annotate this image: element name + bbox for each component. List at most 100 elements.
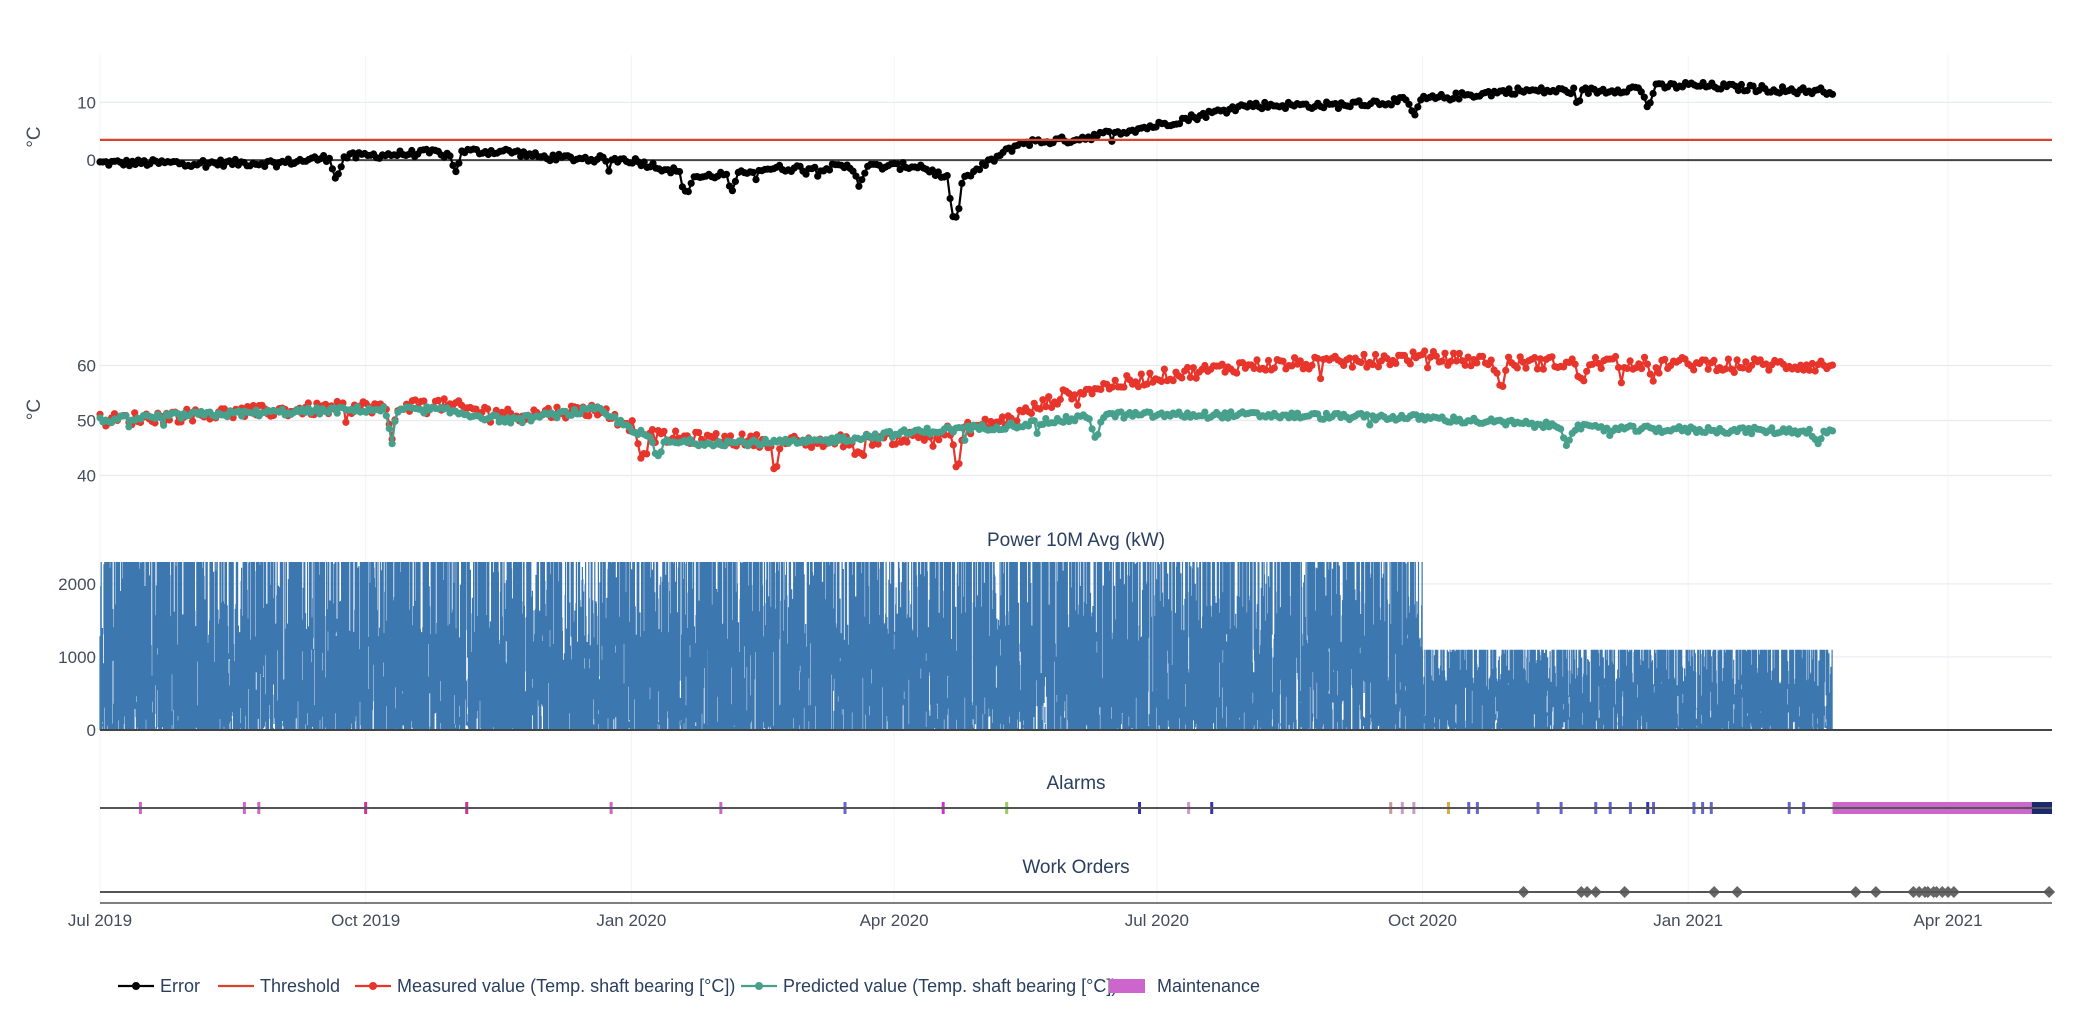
error-point xyxy=(1737,80,1745,89)
legend-label-maintenance: Maintenance xyxy=(1157,976,1260,996)
measured-value-temp-shaft-bearing-c-point xyxy=(1056,395,1064,404)
measured-value-temp-shaft-bearing-c-point xyxy=(1065,389,1073,397)
measured-value-temp-shaft-bearing-c-point xyxy=(1447,357,1455,365)
predicted-value-temp-shaft-bearing-c-point xyxy=(611,413,619,421)
predicted-value-temp-shaft-bearing-c-point xyxy=(1817,435,1825,443)
predicted-value-temp-shaft-bearing-c-point xyxy=(1221,409,1229,417)
measured-value-temp-shaft-bearing-c-point xyxy=(1531,354,1539,362)
x-tick-label: Oct 2020 xyxy=(1388,911,1457,930)
error-point xyxy=(749,168,757,176)
measured-value-temp-shaft-bearing-c-point xyxy=(1039,396,1047,404)
error-point xyxy=(952,213,960,221)
measured-value-temp-shaft-bearing-c-point xyxy=(1279,357,1287,365)
measured-value-temp-shaft-bearing-c-point xyxy=(1270,364,1278,372)
measured-value-temp-shaft-bearing-c-point xyxy=(1233,369,1241,377)
error-point xyxy=(1108,137,1116,145)
legend-swatch-maintenance xyxy=(1109,979,1145,993)
error-point xyxy=(514,147,522,155)
measured-value-temp-shaft-bearing-c-point xyxy=(440,395,448,403)
predicted-value-temp-shaft-bearing-c-point xyxy=(567,411,576,419)
error-point xyxy=(640,158,648,166)
measured-value-temp-shaft-bearing-c-point xyxy=(1042,403,1050,411)
measured-value-temp-shaft-bearing-c-point xyxy=(1765,366,1773,374)
measured-value-temp-shaft-bearing-c-point xyxy=(1296,357,1304,365)
predicted-value-temp-shaft-bearing-c-point xyxy=(122,412,130,420)
error-point xyxy=(1640,93,1648,101)
predicted-value-temp-shaft-bearing-c-point xyxy=(1094,430,1102,439)
error-point xyxy=(1828,90,1837,98)
error-point xyxy=(1281,104,1289,112)
measured-value-temp-shaft-bearing-c-point xyxy=(648,426,657,434)
measured-value-temp-shaft-bearing-c-point xyxy=(643,450,651,458)
error-point xyxy=(1320,104,1328,112)
error-point xyxy=(852,172,860,180)
measured-value-temp-shaft-bearing-c-point xyxy=(1432,352,1440,360)
measured-value-temp-shaft-bearing-c-point xyxy=(1721,365,1730,373)
legend-label-error: Error xyxy=(160,976,200,996)
measured-value-temp-shaft-bearing-c-point xyxy=(1048,403,1056,411)
y-tick-label: 2000 xyxy=(58,575,96,594)
error-point xyxy=(896,165,904,174)
measured-value-temp-shaft-bearing-c-point xyxy=(1655,369,1663,377)
error-point xyxy=(722,170,731,178)
predicted-value-temp-shaft-bearing-c-point xyxy=(1030,417,1038,425)
predicted-value-temp-shaft-bearing-c-point xyxy=(1539,423,1547,432)
error-point xyxy=(934,168,942,176)
error-point xyxy=(1570,84,1578,92)
measured-value-temp-shaft-bearing-c-point xyxy=(1461,361,1469,369)
x-tick-label: Oct 2019 xyxy=(331,911,400,930)
measured-value-temp-shaft-bearing-c-point xyxy=(1640,353,1649,361)
predicted-value-temp-shaft-bearing-c-point xyxy=(1224,414,1232,422)
measured-value-temp-shaft-bearing-c-point xyxy=(1493,369,1501,377)
measured-value-temp-shaft-bearing-c-point xyxy=(1369,361,1377,369)
measured-value-temp-shaft-bearing-c-point xyxy=(1143,380,1151,388)
measured-value-temp-shaft-bearing-c-point xyxy=(891,440,900,448)
error-point xyxy=(1649,89,1657,98)
measured-value-temp-shaft-bearing-c-point xyxy=(634,440,642,448)
measured-value-temp-shaft-bearing-c-point xyxy=(1571,360,1579,368)
y-tick-label: 1000 xyxy=(58,648,96,667)
measured-value-temp-shaft-bearing-c-point xyxy=(1250,364,1258,372)
measured-value-temp-shaft-bearing-c-point xyxy=(1591,353,1599,362)
measured-value-temp-shaft-bearing-c-point xyxy=(1519,358,1527,366)
error-point xyxy=(446,152,454,160)
measured-value-temp-shaft-bearing-c-point xyxy=(998,413,1007,421)
error-point xyxy=(1414,103,1422,111)
predicted-value-temp-shaft-bearing-c-point xyxy=(1085,415,1093,423)
predicted-value-temp-shaft-bearing-c-point xyxy=(1088,425,1096,433)
measured-value-temp-shaft-bearing-c-point xyxy=(1108,383,1116,391)
measured-value-temp-shaft-bearing-c-point xyxy=(434,396,442,404)
work-orders-panel-title: Work Orders xyxy=(1022,857,1129,878)
measured-value-temp-shaft-bearing-c-point xyxy=(1314,354,1322,363)
measured-value-temp-shaft-bearing-c-point xyxy=(1421,347,1429,355)
predicted-value-temp-shaft-bearing-c-point xyxy=(553,414,561,422)
predicted-value-temp-shaft-bearing-c-point xyxy=(353,403,361,411)
measured-value-temp-shaft-bearing-c-point xyxy=(1808,359,1816,368)
measured-value-temp-shaft-bearing-c-point xyxy=(1612,352,1620,361)
measured-value-temp-shaft-bearing-c-point xyxy=(738,430,746,438)
measured-value-temp-shaft-bearing-c-point xyxy=(1137,370,1145,378)
error-point xyxy=(1584,89,1592,98)
measured-value-temp-shaft-bearing-c-point xyxy=(1201,361,1209,370)
error-point xyxy=(825,166,834,174)
predicted-value-temp-shaft-bearing-c-point xyxy=(333,409,341,417)
measured-value-temp-shaft-bearing-c-point xyxy=(776,445,784,453)
measured-value-temp-shaft-bearing-c-point xyxy=(1169,377,1177,385)
error-point xyxy=(802,170,810,178)
x-tick-label: Apr 2021 xyxy=(1914,911,1983,930)
measured-value-temp-shaft-bearing-c-point xyxy=(1643,360,1651,368)
error-point xyxy=(1449,95,1457,103)
measured-value-temp-shaft-bearing-c-point xyxy=(110,410,119,418)
measured-value-temp-shaft-bearing-c-point xyxy=(1253,356,1261,364)
measured-value-temp-shaft-bearing-c-point xyxy=(1409,348,1417,356)
error-point xyxy=(1776,89,1784,97)
predicted-value-temp-shaft-bearing-c-point xyxy=(391,417,399,425)
measured-value-temp-shaft-bearing-c-point xyxy=(189,417,197,425)
predicted-value-temp-shaft-bearing-c-point xyxy=(379,403,388,411)
predicted-value-temp-shaft-bearing-c-point xyxy=(831,438,839,446)
measured-value-temp-shaft-bearing-c-point xyxy=(1036,405,1044,413)
x-tick-label: Jul 2019 xyxy=(68,911,132,930)
error-point xyxy=(1405,100,1413,108)
predicted-value-temp-shaft-bearing-c-point xyxy=(223,412,231,421)
